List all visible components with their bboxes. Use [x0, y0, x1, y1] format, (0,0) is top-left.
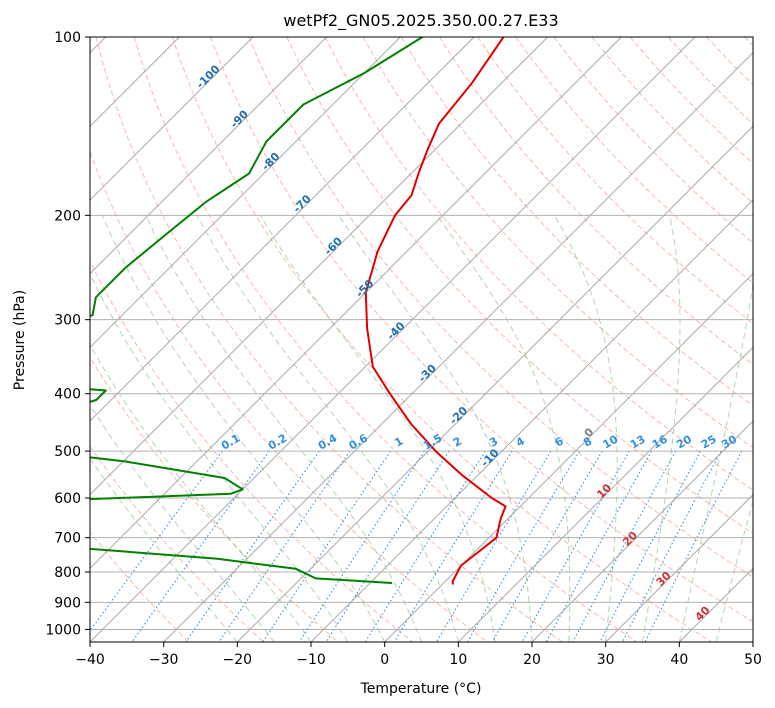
dry-adiabat: [90, 356, 339, 642]
isotherm: [163, 52, 753, 642]
y-tick-label: 700: [54, 531, 81, 547]
isotherm: [90, 37, 548, 496]
moist-adiabat: [553, 215, 618, 642]
x-tick-label: 50: [744, 652, 762, 668]
x-axis-label: Temperature (°C): [360, 681, 482, 697]
dry-adiabat: [438, 37, 753, 366]
isotherm: [310, 199, 753, 642]
y-tick-label: 400: [54, 387, 81, 403]
x-tick-label: −40: [75, 652, 105, 668]
dry-adiabat: [248, 37, 753, 578]
mixing-ratio-line: [621, 450, 722, 642]
mixing-ratio-line: [90, 450, 223, 632]
y-tick-label: 100: [54, 30, 81, 46]
y-tick-label: 800: [54, 565, 81, 581]
dry-adiabat: [171, 37, 712, 642]
mixing-ratio-line: [599, 450, 701, 642]
dry-adiabat: [324, 37, 753, 491]
moist-adiabat: [90, 457, 238, 642]
isotherm: [90, 37, 696, 642]
background-lines: [90, 37, 753, 642]
profile-series: [90, 37, 507, 585]
mixing-ratio-line: [545, 450, 653, 642]
moist-adiabat: [145, 215, 422, 642]
temperature-line: [364, 37, 507, 585]
mixing-ratio-line: [521, 450, 630, 642]
mixing-ratio-line: [491, 450, 603, 642]
mixing-ratio-line: [218, 450, 351, 642]
x-tick-label: −30: [149, 652, 179, 668]
y-tick-label: 500: [54, 444, 81, 460]
isotherm: [605, 494, 753, 642]
dry-adiabat: [90, 445, 264, 642]
isotherm: [90, 37, 401, 348]
dry-adiabat: [477, 37, 753, 325]
dewpoint-line: [90, 37, 423, 584]
isotherm: [458, 346, 753, 642]
y-tick-label: 200: [54, 208, 81, 224]
dry-adiabat: [400, 37, 753, 407]
mixing-ratio-line: [185, 450, 320, 642]
plot-frame: [89, 36, 754, 643]
moist-adiabat: [678, 280, 753, 642]
x-tick-label: 0: [380, 652, 389, 668]
isotherm: [90, 37, 475, 422]
chart-title: wetPf2_GN05.2025.350.00.27.E33: [283, 11, 558, 31]
isotherm: [90, 37, 327, 275]
moist-adiabat: [90, 343, 312, 642]
dry-adiabat: [362, 37, 753, 449]
moist-adiabat: [436, 215, 571, 642]
moist-adiabat: [101, 215, 386, 642]
isotherm: [531, 420, 753, 642]
y-tick-label: 300: [54, 313, 81, 329]
mixing-ratio-line: [644, 450, 743, 642]
dry-adiabat: [286, 37, 753, 534]
x-tick-label: 20: [523, 652, 541, 668]
mixing-ratio-line: [262, 450, 392, 642]
isotherm: [384, 273, 753, 642]
x-tick-label: 30: [597, 652, 615, 668]
dry-adiabat: [90, 259, 414, 642]
y-axis: 100 200 300 400 500 600 700 800 900 1000: [45, 30, 90, 638]
dry-adiabat: [133, 37, 638, 642]
moist-adiabat: [642, 215, 681, 642]
dry-adiabat: [95, 37, 563, 642]
isotherm: [90, 37, 254, 201]
moist-adiabat: [259, 215, 496, 642]
dry-adiabat: [90, 150, 488, 642]
dry-adiabat: [210, 37, 753, 623]
moist-adiabat: [338, 215, 533, 642]
x-tick-label: 10: [449, 652, 467, 668]
dry-adiabat: [515, 37, 753, 284]
isotherm: [90, 37, 622, 569]
isotherm: [237, 125, 753, 642]
y-tick-label: 900: [54, 595, 81, 611]
y-axis-label: Pressure (hPa): [12, 290, 28, 390]
dry-adiabat: [90, 531, 190, 642]
x-tick-label: 40: [670, 652, 688, 668]
moist-adiabat: [90, 404, 275, 642]
y-tick-label: 1000: [45, 622, 81, 638]
x-tick-label: −10: [296, 652, 326, 668]
y-tick-label: 600: [54, 491, 81, 507]
x-axis: −40 −30 −20 −10 0 10 20 30 40 50: [75, 642, 762, 668]
moist-adiabat: [90, 272, 349, 642]
moist-adiabat: [196, 215, 459, 642]
x-tick-label: −20: [223, 652, 253, 668]
mixing-ratio-line: [298, 450, 425, 642]
mixing-ratio-line: [572, 450, 677, 642]
